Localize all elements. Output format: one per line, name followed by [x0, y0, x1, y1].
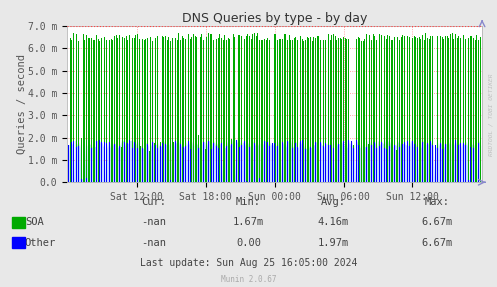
Title: DNS Queries by type - by day: DNS Queries by type - by day [182, 12, 367, 25]
Text: SOA: SOA [25, 218, 44, 227]
Text: Last update: Sun Aug 25 16:05:00 2024: Last update: Sun Aug 25 16:05:00 2024 [140, 258, 357, 267]
Text: Max:: Max: [425, 197, 450, 207]
Y-axis label: Queries / second: Queries / second [16, 54, 27, 154]
Text: Munin 2.0.67: Munin 2.0.67 [221, 275, 276, 284]
Text: Avg:: Avg: [321, 197, 345, 207]
Text: -nan: -nan [142, 218, 166, 227]
Text: 1.67m: 1.67m [233, 218, 264, 227]
Text: 4.16m: 4.16m [318, 218, 348, 227]
Text: Cur:: Cur: [142, 197, 166, 207]
Text: 0.00: 0.00 [236, 238, 261, 247]
Text: RRDTOOL / TOBI OETIKER: RRDTOOL / TOBI OETIKER [488, 73, 493, 156]
Text: Min:: Min: [236, 197, 261, 207]
Text: -nan: -nan [142, 238, 166, 247]
Text: 1.97m: 1.97m [318, 238, 348, 247]
Text: 6.67m: 6.67m [422, 238, 453, 247]
Text: 6.67m: 6.67m [422, 218, 453, 227]
Text: Other: Other [25, 238, 56, 247]
